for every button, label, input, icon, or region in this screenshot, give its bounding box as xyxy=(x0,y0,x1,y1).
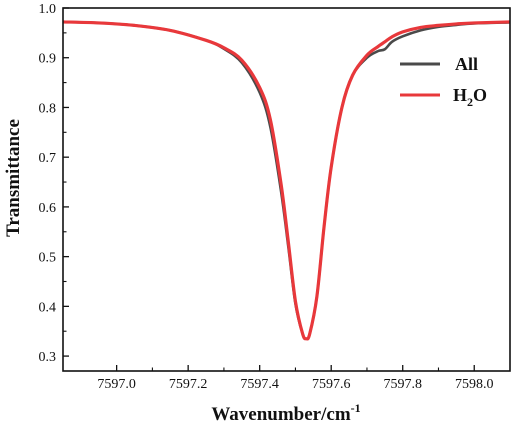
legend-label-h2o-sub: 2 xyxy=(467,95,473,109)
series-lines xyxy=(62,20,511,341)
x-tick-label-1: 7597.2 xyxy=(169,377,208,392)
legend-label-h2o-h: H xyxy=(453,85,467,105)
x-tick-label-2: 7597.4 xyxy=(240,377,279,392)
y-tick-label-2: 0.5 xyxy=(39,251,57,266)
y-tick-label-0: 0.3 xyxy=(39,350,57,365)
y-tick-label-5: 0.8 xyxy=(39,101,57,116)
x-tick-label-0: 7597.0 xyxy=(97,377,136,392)
y-tick-label-6: 0.9 xyxy=(39,52,57,67)
y-tick-label-1: 0.4 xyxy=(39,300,57,315)
legend-label-h2o: H2O xyxy=(453,85,487,109)
legend-label-all: All xyxy=(455,54,478,74)
x-tick-label-4: 7597.8 xyxy=(383,377,422,392)
y-axis-title: Transmittance xyxy=(3,119,24,237)
legend: All H2O xyxy=(400,54,487,109)
plot-frame xyxy=(62,7,511,372)
axis-ticks: 7597.0 7597.2 7597.4 7597.6 7597.8 7598.0 0.3 0… xyxy=(39,2,494,392)
y-tick-label-4: 0.7 xyxy=(39,151,57,166)
series-line-all xyxy=(62,20,511,341)
x-tick-label-5: 7598.0 xyxy=(455,377,494,392)
x-axis-title-sup: -1 xyxy=(351,401,361,415)
legend-label-h2o-o: O xyxy=(473,85,487,105)
series-line-h2o xyxy=(62,20,511,341)
x-axis-title-text: Wavenumber/cm xyxy=(211,404,350,425)
y-tick-label-3: 0.6 xyxy=(39,201,57,216)
x-axis-title: Wavenumber/cm-1 xyxy=(211,401,360,425)
y-tick-label-7: 1.0 xyxy=(39,2,57,17)
x-tick-label-3: 7597.6 xyxy=(312,377,351,392)
